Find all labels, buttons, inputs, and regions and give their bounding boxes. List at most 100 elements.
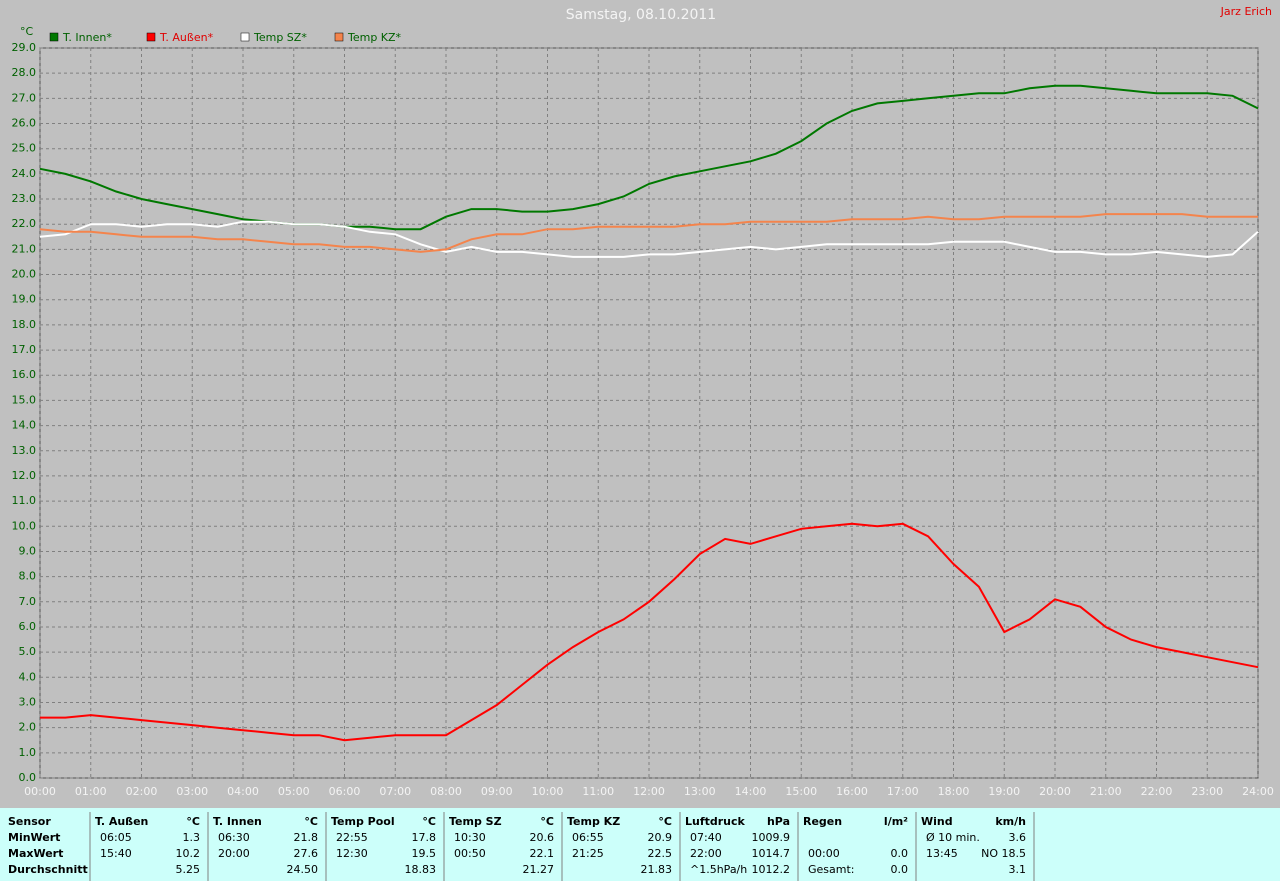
- cell-value: 17.8: [412, 831, 437, 844]
- cell-time: 07:40: [690, 831, 722, 844]
- cell-time: ^1.5hPa/h: [690, 863, 747, 876]
- y-tick-label: 22.0: [12, 217, 37, 230]
- cell-value: 0.0: [891, 847, 909, 860]
- y-tick-label: 4.0: [19, 670, 37, 683]
- x-tick-label: 18:00: [938, 785, 970, 798]
- cell-value: 21.27: [523, 863, 555, 876]
- cell-value: 22.1: [530, 847, 555, 860]
- cell-value: 0.0: [891, 863, 909, 876]
- y-tick-label: 19.0: [12, 293, 37, 306]
- series-line: [40, 522, 1259, 742]
- x-tick-label: 15:00: [785, 785, 817, 798]
- x-tick-label: 23:00: [1191, 785, 1223, 798]
- y-tick-label: 8.0: [19, 570, 37, 583]
- x-tick-label: 03:00: [176, 785, 208, 798]
- legend-swatch: [334, 32, 344, 42]
- cell-time: 13:45: [926, 847, 958, 860]
- row-label: MaxWert: [8, 847, 63, 860]
- y-tick-label: 14.0: [12, 419, 37, 432]
- x-tick-label: 13:00: [684, 785, 716, 798]
- chart-title: Samstag, 08.10.2011: [566, 7, 716, 23]
- x-tick-label: 08:00: [430, 785, 462, 798]
- x-tick-label: 00:00: [24, 785, 56, 798]
- y-tick-label: 16.0: [12, 368, 37, 381]
- cell-time: 20:00: [218, 847, 250, 860]
- y-unit: °C: [20, 25, 34, 38]
- group-unit: km/h: [995, 815, 1026, 828]
- group-name: Temp KZ: [567, 815, 620, 828]
- author: Jarz Erich: [1220, 5, 1272, 18]
- cell-time: Ø 10 min.: [926, 831, 980, 844]
- cell-value: 3.6: [1009, 831, 1027, 844]
- cell-value: 24.50: [287, 863, 319, 876]
- cell-value: 21.8: [294, 831, 319, 844]
- y-tick-label: 24.0: [12, 167, 37, 180]
- x-tick-label: 01:00: [75, 785, 107, 798]
- x-tick-label: 07:00: [379, 785, 411, 798]
- group-unit: °C: [540, 815, 554, 828]
- row-label: Sensor: [8, 815, 51, 828]
- x-tick-label: 04:00: [227, 785, 259, 798]
- cell-value: NO 18.5: [981, 847, 1026, 860]
- y-tick-label: 9.0: [19, 544, 37, 557]
- cell-time: 21:25: [572, 847, 604, 860]
- cell-value: 5.25: [176, 863, 201, 876]
- cell-value: 22.5: [648, 847, 673, 860]
- x-tick-label: 10:00: [532, 785, 564, 798]
- cell-time: 15:40: [100, 847, 132, 860]
- y-tick-label: 18.0: [12, 318, 37, 331]
- group-name: Luftdruck: [685, 815, 746, 828]
- group-name: Regen: [803, 815, 842, 828]
- cell-value: 19.5: [412, 847, 437, 860]
- x-tick-label: 05:00: [278, 785, 310, 798]
- cell-time: 00:00: [808, 847, 840, 860]
- group-unit: °C: [186, 815, 200, 828]
- stats-panel: [0, 808, 1280, 881]
- series-line: [39, 220, 1259, 258]
- group-name: T. Außen: [95, 815, 148, 828]
- x-tick-label: 16:00: [836, 785, 868, 798]
- group-unit: °C: [422, 815, 436, 828]
- y-tick-label: 3.0: [19, 695, 37, 708]
- y-tick-label: 0.0: [19, 771, 37, 784]
- y-tick-label: 5.0: [19, 645, 37, 658]
- cell-time: 10:30: [454, 831, 486, 844]
- cell-time: 06:05: [100, 831, 132, 844]
- x-tick-label: 19:00: [988, 785, 1020, 798]
- y-tick-label: 15.0: [12, 393, 37, 406]
- legend-label: Temp KZ*: [347, 31, 402, 44]
- group-name: Temp SZ: [449, 815, 502, 828]
- cell-value: 27.6: [294, 847, 319, 860]
- legend-label: T. Außen*: [159, 31, 214, 44]
- group-unit: °C: [304, 815, 318, 828]
- y-tick-label: 29.0: [12, 41, 37, 54]
- group-name: Temp Pool: [331, 815, 395, 828]
- cell-value: 3.1: [1009, 863, 1027, 876]
- y-tick-label: 2.0: [19, 721, 37, 734]
- y-tick-label: 7.0: [19, 595, 37, 608]
- legend-label: Temp SZ*: [253, 31, 307, 44]
- y-tick-label: 12.0: [12, 469, 37, 482]
- legend-swatch: [146, 32, 156, 42]
- x-tick-label: 09:00: [481, 785, 513, 798]
- cell-value: 1009.9: [752, 831, 791, 844]
- x-tick-label: 21:00: [1090, 785, 1122, 798]
- y-tick-label: 6.0: [19, 620, 37, 633]
- series-line: [39, 84, 1259, 231]
- y-tick-label: 11.0: [12, 494, 37, 507]
- y-tick-label: 20.0: [12, 268, 37, 281]
- cell-value: 1.3: [183, 831, 201, 844]
- x-tick-label: 02:00: [126, 785, 158, 798]
- y-tick-label: 25.0: [12, 142, 37, 155]
- cell-time: 12:30: [336, 847, 368, 860]
- x-tick-label: 14:00: [735, 785, 767, 798]
- y-tick-label: 28.0: [12, 66, 37, 79]
- cell-time: 06:30: [218, 831, 250, 844]
- y-tick-label: 21.0: [12, 242, 37, 255]
- cell-value: 1014.7: [752, 847, 791, 860]
- cell-value: 20.9: [648, 831, 673, 844]
- x-tick-label: 06:00: [329, 785, 361, 798]
- x-tick-label: 22:00: [1141, 785, 1173, 798]
